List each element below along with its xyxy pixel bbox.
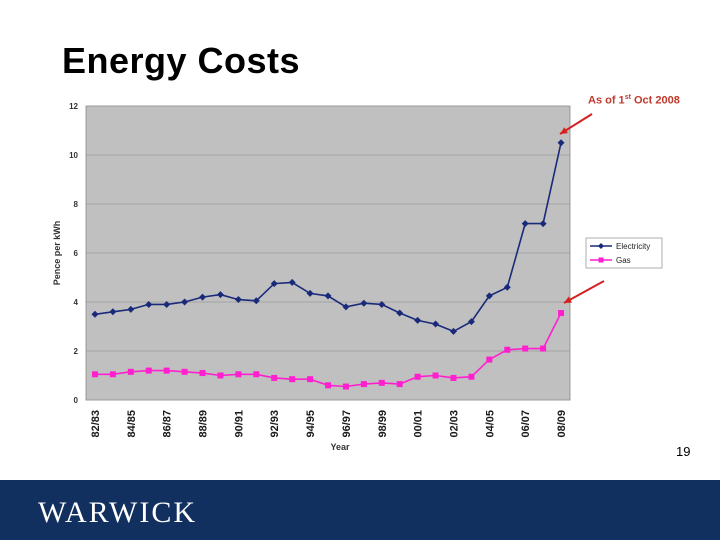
electricity-point bbox=[449, 327, 457, 335]
gas-point bbox=[325, 382, 331, 389]
gas-point bbox=[127, 368, 134, 375]
annotation-arrow-electricity-head bbox=[560, 127, 568, 134]
gas-point bbox=[271, 374, 278, 381]
y-tick-label: 12 bbox=[69, 102, 78, 111]
gas-point bbox=[540, 345, 547, 352]
x-tick-label: 88/89 bbox=[198, 410, 210, 438]
electricity-point bbox=[234, 296, 242, 304]
x-tick-label: 08/09 bbox=[556, 410, 568, 438]
y-axis-title: Pence per kWh bbox=[52, 221, 62, 286]
annotation-superscript: st bbox=[624, 94, 631, 101]
gas-point bbox=[342, 383, 349, 390]
y-tick-label: 10 bbox=[69, 151, 78, 160]
x-tick-label: 84/85 bbox=[126, 410, 138, 438]
electricity-point bbox=[127, 305, 135, 313]
legend-label-electricity: Electricity bbox=[616, 242, 650, 251]
x-tick-label: 92/93 bbox=[269, 410, 281, 438]
electricity-point bbox=[521, 220, 529, 228]
annotation-arrow-gas bbox=[563, 280, 605, 304]
gas-point bbox=[558, 310, 565, 317]
gas-point bbox=[307, 376, 314, 383]
x-tick-label: 90/91 bbox=[233, 410, 245, 438]
electricity-point bbox=[199, 293, 207, 301]
gas-point bbox=[450, 374, 457, 381]
x-axis-title: Year bbox=[330, 442, 350, 452]
gas-point bbox=[235, 371, 242, 378]
date-annotation: As of 1st Oct 2008 bbox=[588, 94, 680, 107]
electricity-point bbox=[396, 309, 404, 317]
y-tick-label: 6 bbox=[74, 249, 79, 258]
electricity-point bbox=[432, 320, 440, 328]
gas-point bbox=[109, 371, 116, 378]
electricity-point bbox=[145, 300, 153, 308]
electricity-point bbox=[485, 292, 493, 300]
electricity-point bbox=[109, 308, 117, 316]
x-tick-label: 02/03 bbox=[448, 410, 460, 438]
legend-marker-gas bbox=[598, 257, 604, 263]
electricity-point bbox=[163, 300, 171, 308]
gas-point bbox=[91, 371, 98, 378]
electricity-point bbox=[539, 220, 547, 228]
gas-point bbox=[181, 368, 188, 375]
gas-point bbox=[486, 356, 493, 363]
x-tick-label: 82/83 bbox=[90, 410, 102, 438]
page-number: 19 bbox=[676, 444, 691, 459]
electricity-point bbox=[467, 318, 475, 326]
gas-point bbox=[396, 381, 403, 388]
gas-point bbox=[163, 367, 170, 374]
legend-box bbox=[585, 237, 663, 269]
gas-point bbox=[253, 371, 260, 378]
annotation-prefix: As of 1 bbox=[588, 94, 625, 107]
electricity-point bbox=[557, 139, 565, 147]
gas-point bbox=[432, 372, 439, 379]
x-tick-label: 04/05 bbox=[484, 410, 496, 438]
y-tick-label: 0 bbox=[74, 396, 79, 405]
electricity-point bbox=[324, 292, 332, 300]
electricity-point bbox=[181, 298, 189, 306]
x-tick-label: 06/07 bbox=[520, 410, 532, 438]
electricity-point bbox=[306, 289, 314, 297]
x-tick-label: 94/95 bbox=[305, 410, 317, 438]
annotation-arrow-gas-head bbox=[564, 296, 572, 303]
gas-point bbox=[504, 346, 511, 353]
electricity-point bbox=[342, 303, 350, 311]
energy-cost-chart: 0 2 4 6 8 10 12 82/83 84/85 86/87 88/89 90/91 92/93 9… bbox=[52, 102, 663, 452]
gas-point bbox=[289, 376, 296, 383]
electricity-point bbox=[360, 299, 368, 307]
electricity-point bbox=[288, 278, 296, 286]
gas-point bbox=[522, 345, 529, 352]
footer-bar: WARWICK bbox=[0, 480, 720, 540]
electricity-point bbox=[91, 310, 99, 318]
electricity-point bbox=[503, 283, 511, 291]
y-tick-label: 4 bbox=[74, 298, 79, 307]
y-tick-label: 8 bbox=[74, 200, 79, 209]
x-tick-label: 00/01 bbox=[413, 410, 425, 438]
electricity-point bbox=[414, 316, 422, 324]
gas-point bbox=[145, 367, 152, 374]
x-tick-label: 96/97 bbox=[341, 410, 353, 438]
gas-point bbox=[378, 379, 385, 386]
gas-point bbox=[199, 370, 206, 377]
electricity-point bbox=[252, 297, 260, 305]
gas-point bbox=[217, 372, 224, 379]
warwick-logo: WARWICK bbox=[38, 496, 197, 529]
x-tick-label: 98/99 bbox=[377, 410, 389, 438]
legend-label-gas: Gas bbox=[616, 256, 631, 265]
x-tick-label: 86/87 bbox=[162, 410, 174, 438]
slide-title: Energy Costs bbox=[62, 40, 301, 81]
legend-marker-electricity bbox=[598, 243, 604, 249]
gas-point bbox=[414, 373, 421, 380]
electricity-point bbox=[270, 280, 278, 288]
y-tick-label: 2 bbox=[74, 347, 79, 356]
annotation-suffix: Oct 2008 bbox=[630, 94, 680, 107]
electricity-point bbox=[216, 291, 224, 299]
gas-point bbox=[468, 373, 475, 380]
electricity-point bbox=[378, 300, 386, 308]
gas-point bbox=[360, 381, 367, 388]
